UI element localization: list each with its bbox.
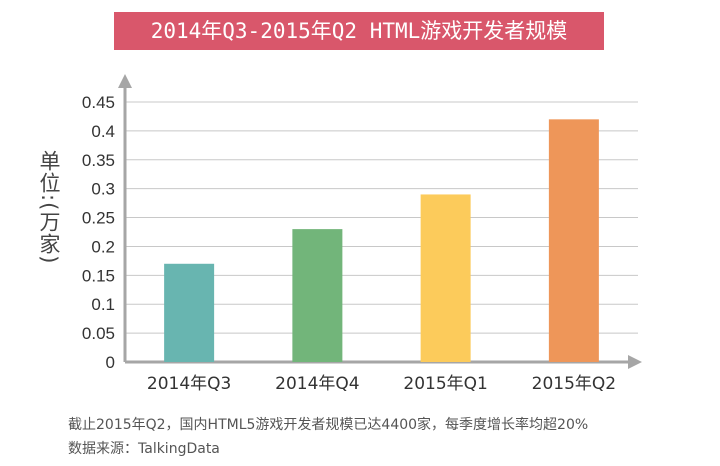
y-axis-arrow (118, 74, 132, 88)
y-tick-label: 0.45 (82, 93, 115, 112)
bar (292, 229, 343, 362)
y-tick-label: 0.05 (82, 324, 115, 343)
y-tick-label: 0.15 (82, 266, 115, 285)
y-tick-label: 0.1 (91, 295, 115, 314)
footnote: 截止2015年Q2，国内HTML5游戏开发者规模已达4400家，每季度增长率均超… (68, 417, 589, 433)
bar (164, 263, 215, 362)
x-tick-label: 2014年Q4 (275, 374, 359, 394)
x-tick-label: 2015年Q2 (532, 374, 616, 394)
data-source: 数据来源：TalkingData (68, 441, 220, 457)
bar (420, 194, 471, 362)
x-axis-arrow (628, 355, 642, 369)
x-tick-label: 2015年Q1 (403, 374, 487, 394)
chart-title: 2014年Q3-2015年Q2 HTML游戏开发者规模 (114, 12, 604, 50)
y-tick-label: 0.35 (82, 151, 115, 170)
y-tick-label: 0.3 (91, 180, 115, 199)
bar (548, 119, 599, 362)
y-tick-label: 0.2 (91, 237, 115, 256)
y-tick-label: 0.25 (82, 209, 115, 228)
x-tick-label: 2014年Q3 (147, 374, 231, 394)
y-tick-label: 0 (106, 353, 115, 372)
y-tick-label: 0.4 (91, 122, 115, 141)
y-axis-label: 单位:(万家) (37, 150, 61, 265)
